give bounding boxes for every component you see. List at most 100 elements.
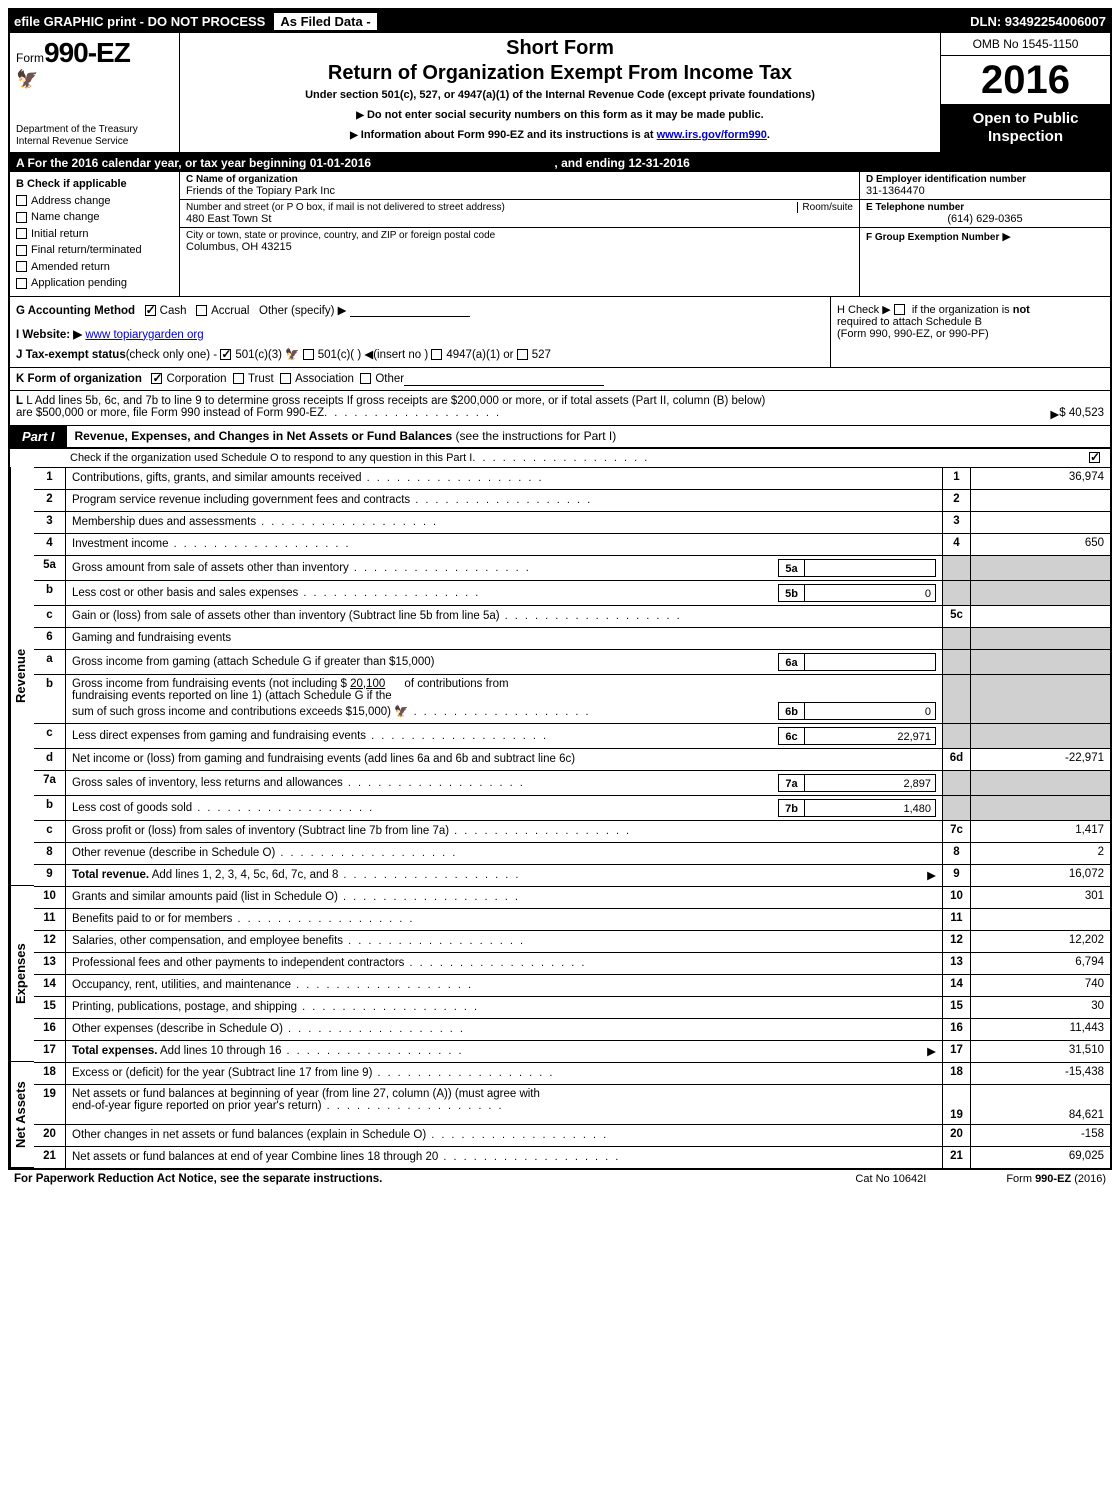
revenue-section: Revenue 1Contributions, gifts, grants, a… — [10, 467, 1110, 886]
line-10: 10Grants and similar amounts paid (list … — [34, 886, 1110, 908]
footer: For Paperwork Reduction Act Notice, see … — [8, 1170, 1112, 1188]
open-public-box: Open to Public Inspection — [941, 104, 1110, 152]
chk-initial[interactable]: Initial return — [16, 226, 173, 243]
efile-text: efile GRAPHIC print - DO NOT PROCESS — [14, 14, 265, 29]
row-g: G Accounting Method Cash Accrual Other (… — [10, 297, 830, 367]
chk-final[interactable]: Final return/terminated — [16, 242, 173, 259]
tax-year: 2016 — [941, 56, 1110, 104]
city-state-zip: Columbus, OH 43215 — [186, 241, 853, 253]
chk-501c3[interactable] — [220, 349, 231, 360]
row-k: K Form of organization Corporation Trust… — [10, 368, 1110, 391]
line-18: 18Excess or (deficit) for the year (Subt… — [34, 1062, 1110, 1084]
website-link[interactable]: www topiarygarden org — [85, 329, 203, 341]
street-box: Number and street (or P O box, if mail i… — [180, 200, 859, 228]
dln-text: DLN: 93492254006007 — [970, 14, 1106, 29]
expenses-section: Expenses 10Grants and similar amounts pa… — [10, 886, 1110, 1062]
section-def: D Employer identification number 31-1364… — [860, 172, 1110, 296]
irs-link[interactable]: www.irs.gov/form990 — [657, 129, 767, 141]
part1-check-sub: Check if the organization used Schedule … — [10, 448, 1110, 467]
line-16: 16Other expenses (describe in Schedule O… — [34, 1018, 1110, 1040]
org-name: Friends of the Topiary Park Inc — [186, 185, 853, 197]
gross-receipts: $ 40,523 — [1059, 407, 1104, 421]
chk-cash[interactable] — [145, 305, 156, 316]
chk-assoc[interactable] — [280, 373, 291, 384]
other-org-line[interactable] — [404, 372, 604, 386]
section-f: F Group Exemption Number ▶ — [860, 228, 1110, 296]
chk-schedule-b[interactable] — [894, 304, 905, 315]
form-header: Form990-EZ 🦅 Department of the Treasury … — [10, 33, 1110, 154]
line-19: 19 Net assets or fund balances at beginn… — [34, 1084, 1110, 1124]
line-7b: bLess cost of goods sold7b1,480 — [34, 795, 1110, 820]
part1-label: Part I — [10, 426, 67, 447]
treasury-dept: Department of the Treasury Internal Reve… — [16, 124, 173, 148]
ein: 31-1364470 — [866, 185, 1104, 197]
row-h: H Check ▶ if the organization is not req… — [830, 297, 1110, 367]
header-left: Form990-EZ 🦅 Department of the Treasury … — [10, 33, 180, 152]
line-11: 11Benefits paid to or for members11 — [34, 908, 1110, 930]
form-number: 990-EZ — [44, 37, 130, 68]
short-form-title: Short Form — [190, 37, 930, 60]
section-c-wrapper: C Name of organization Friends of the To… — [180, 172, 1110, 296]
netassets-section: Net Assets 18Excess or (deficit) for the… — [10, 1062, 1110, 1168]
footer-mid: Cat No 10642I — [855, 1173, 926, 1185]
line-5b: bLess cost or other basis and sales expe… — [34, 580, 1110, 605]
line-3: 3Membership dues and assessments3 — [34, 511, 1110, 533]
line-6d: dNet income or (loss) from gaming and fu… — [34, 748, 1110, 770]
chk-trust[interactable] — [233, 373, 244, 384]
row-j-label: J Tax-exempt status — [16, 349, 126, 361]
line-7a: 7aGross sales of inventory, less returns… — [34, 770, 1110, 795]
line-5a: 5aGross amount from sale of assets other… — [34, 555, 1110, 580]
line-12: 12Salaries, other compensation, and empl… — [34, 930, 1110, 952]
chk-name[interactable]: Name change — [16, 209, 173, 226]
chk-527[interactable] — [517, 349, 528, 360]
chk-address[interactable]: Address change — [16, 193, 173, 210]
chk-4947[interactable] — [431, 349, 442, 360]
section-d: D Employer identification number 31-1364… — [860, 172, 1110, 200]
expenses-label: Expenses — [10, 886, 34, 1062]
row-a-calendar-year: A For the 2016 calendar year, or tax yea… — [10, 154, 1110, 172]
row-l: L L Add lines 5b, 6c, and 7b to line 9 t… — [10, 391, 1110, 426]
line-20: 20Other changes in net assets or fund ba… — [34, 1124, 1110, 1146]
under-section: Under section 501(c), 527, or 4947(a)(1)… — [190, 89, 930, 101]
line-2: 2Program service revenue including gover… — [34, 489, 1110, 511]
return-title: Return of Organization Exempt From Incom… — [190, 62, 930, 85]
footer-left: For Paperwork Reduction Act Notice, see … — [14, 1173, 382, 1185]
line-5c: cGain or (loss) from sale of assets othe… — [34, 605, 1110, 627]
netassets-label: Net Assets — [10, 1062, 34, 1168]
city-box: City or town, state or province, country… — [180, 228, 859, 296]
header-mid: Short Form Return of Organization Exempt… — [180, 33, 940, 152]
section-c: C Name of organization Friends of the To… — [180, 172, 860, 296]
chk-schedule-o[interactable] — [1089, 452, 1100, 463]
line-6c: cLess direct expenses from gaming and fu… — [34, 723, 1110, 748]
header-right: OMB No 1545-1150 2016 Open to Public Ins… — [940, 33, 1110, 152]
chk-501c[interactable] — [303, 349, 314, 360]
footer-right: Form 990-EZ (2016) — [1006, 1173, 1106, 1185]
chk-amended[interactable]: Amended return — [16, 259, 173, 276]
line-21: 21Net assets or fund balances at end of … — [34, 1146, 1110, 1168]
street-address: 480 East Town St — [186, 213, 853, 225]
line-8: 8Other revenue (describe in Schedule O)8… — [34, 842, 1110, 864]
line-4: 4Investment income4650 — [34, 533, 1110, 555]
other-specify-line[interactable] — [350, 303, 470, 317]
line-1: 1Contributions, gifts, grants, and simil… — [34, 467, 1110, 489]
irs-eagle-icon: 🦅 — [16, 69, 173, 90]
line-15: 15Printing, publications, postage, and s… — [34, 996, 1110, 1018]
efile-bar: efile GRAPHIC print - DO NOT PROCESS As … — [10, 10, 1110, 33]
dept-line2: Internal Revenue Service — [16, 136, 173, 148]
chk-other-org[interactable] — [360, 373, 371, 384]
row-i-label: I Website: ▶ — [16, 329, 82, 341]
omb-number: OMB No 1545-1150 — [941, 33, 1110, 56]
row-gh: G Accounting Method Cash Accrual Other (… — [10, 297, 1110, 368]
line-14: 14Occupancy, rent, utilities, and mainte… — [34, 974, 1110, 996]
chk-corp[interactable] — [151, 373, 162, 384]
line-6: 6Gaming and fundraising events — [34, 627, 1110, 649]
section-b-checkboxes: B Check if applicable Address change Nam… — [10, 172, 180, 296]
dept-line1: Department of the Treasury — [16, 124, 173, 136]
part1-header-row: Part I Revenue, Expenses, and Changes in… — [10, 426, 1110, 448]
form-container: efile GRAPHIC print - DO NOT PROCESS As … — [8, 8, 1112, 1170]
section-e: E Telephone number (614) 629-0365 — [860, 200, 1110, 228]
chk-pending[interactable]: Application pending — [16, 275, 173, 292]
org-name-box: C Name of organization Friends of the To… — [180, 172, 859, 200]
chk-accrual[interactable] — [196, 305, 207, 316]
telephone: (614) 629-0365 — [866, 213, 1104, 225]
